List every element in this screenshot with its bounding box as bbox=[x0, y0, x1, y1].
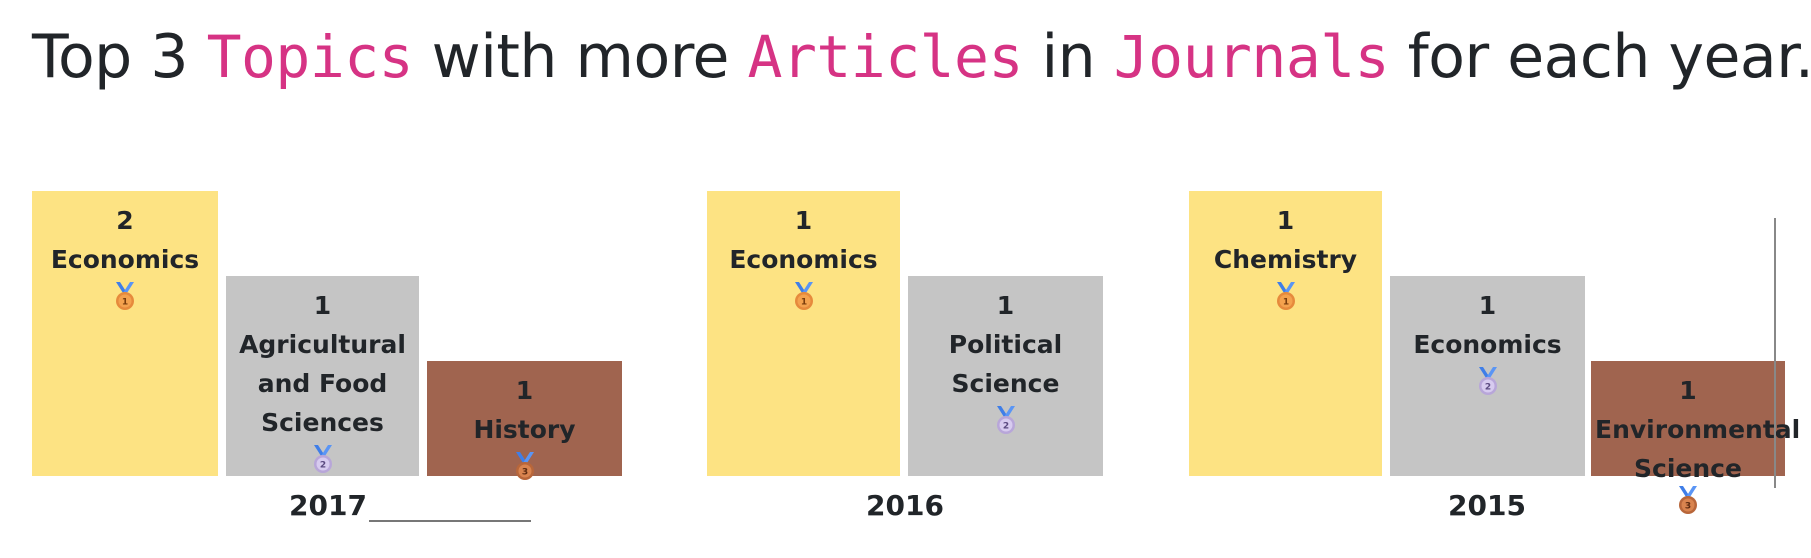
podium-bar-rank-1: 2 Economics 1 bbox=[32, 191, 218, 476]
svg-text:2: 2 bbox=[1484, 383, 1490, 393]
silver-medal-icon: 2 bbox=[1478, 367, 1497, 395]
bar-topic-label: Political Science bbox=[948, 330, 1063, 398]
year-label: 2015 bbox=[1448, 489, 1526, 522]
bar-topic-label: History bbox=[473, 415, 576, 444]
year-label: 2017 bbox=[289, 489, 367, 522]
title-text: with more bbox=[413, 22, 748, 92]
title-code-articles: Articles bbox=[747, 23, 1024, 91]
podium-bar-rank-3: 1 Environmental Science 3 bbox=[1591, 361, 1800, 514]
podium-2016: 1 Economics 1 1 Political Science 2 2016 bbox=[707, 191, 1103, 526]
podium-bar-rank-2: 1 Agricultural and Food Sciences 2 bbox=[226, 276, 419, 476]
title-text: for each year. bbox=[1389, 22, 1811, 92]
silver-medal-icon: 2 bbox=[313, 445, 332, 473]
bar-count-label: 1 bbox=[1276, 206, 1295, 235]
svg-text:3: 3 bbox=[521, 468, 527, 478]
podium-2015: 1 Chemistry 1 1 Economics 2 1 Environmen… bbox=[1189, 191, 1800, 526]
podium-bar-rank-2: 1 Economics 2 bbox=[1390, 276, 1585, 476]
bar-topic-label: Chemistry bbox=[1213, 245, 1358, 274]
bar-topic-label: Agricultural and Food Sciences bbox=[239, 330, 406, 437]
bar-topic-label: Environmental Science bbox=[1595, 415, 1801, 483]
scroll-divider bbox=[1774, 218, 1776, 488]
bar-count-label: 1 bbox=[1679, 376, 1697, 405]
svg-text:1: 1 bbox=[800, 298, 806, 308]
bar-count-label: 1 bbox=[1478, 291, 1497, 320]
year-label: 2016 bbox=[866, 489, 944, 522]
svg-text:1: 1 bbox=[1282, 298, 1288, 308]
title-code-topics: Topics bbox=[206, 23, 414, 91]
bar-count-label: 2 bbox=[116, 206, 134, 235]
bar-count-label: 1 bbox=[515, 376, 534, 405]
gold-medal-icon: 1 bbox=[116, 282, 134, 310]
title-code-journals: Journals bbox=[1113, 23, 1390, 91]
podium-bar-rank-3: 1 History 3 bbox=[427, 361, 622, 480]
svg-text:2: 2 bbox=[1002, 422, 1008, 432]
podium-bar-rank-2: 1 Political Science 2 bbox=[908, 276, 1103, 476]
svg-text:1: 1 bbox=[122, 298, 128, 308]
bronze-medal-icon: 3 bbox=[515, 452, 534, 480]
bar-topic-label: Economics bbox=[729, 245, 878, 274]
divider bbox=[369, 520, 531, 522]
bar-count-label: 1 bbox=[313, 291, 332, 320]
bronze-medal-icon: 3 bbox=[1679, 486, 1697, 514]
podium-2017: 2 Economics 1 1 Agricultural and Food Sc… bbox=[32, 191, 624, 526]
bar-topic-label: Economics bbox=[1413, 330, 1562, 359]
title-text: Top 3 bbox=[32, 22, 207, 92]
title-text: in bbox=[1022, 22, 1114, 92]
podium-bar-rank-1: 1 Chemistry 1 bbox=[1189, 191, 1382, 476]
bar-count-label: 1 bbox=[794, 206, 813, 235]
podium-bar-rank-1: 1 Economics 1 bbox=[707, 191, 900, 476]
page-title: Top 3 Topics with more Articles in Journ… bbox=[32, 22, 1811, 92]
bar-count-label: 1 bbox=[996, 291, 1015, 320]
svg-text:2: 2 bbox=[319, 461, 325, 471]
bar-topic-label: Economics bbox=[50, 245, 200, 274]
gold-medal-icon: 1 bbox=[1276, 282, 1295, 310]
silver-medal-icon: 2 bbox=[996, 406, 1015, 434]
svg-text:3: 3 bbox=[1685, 502, 1691, 512]
gold-medal-icon: 1 bbox=[794, 282, 813, 310]
